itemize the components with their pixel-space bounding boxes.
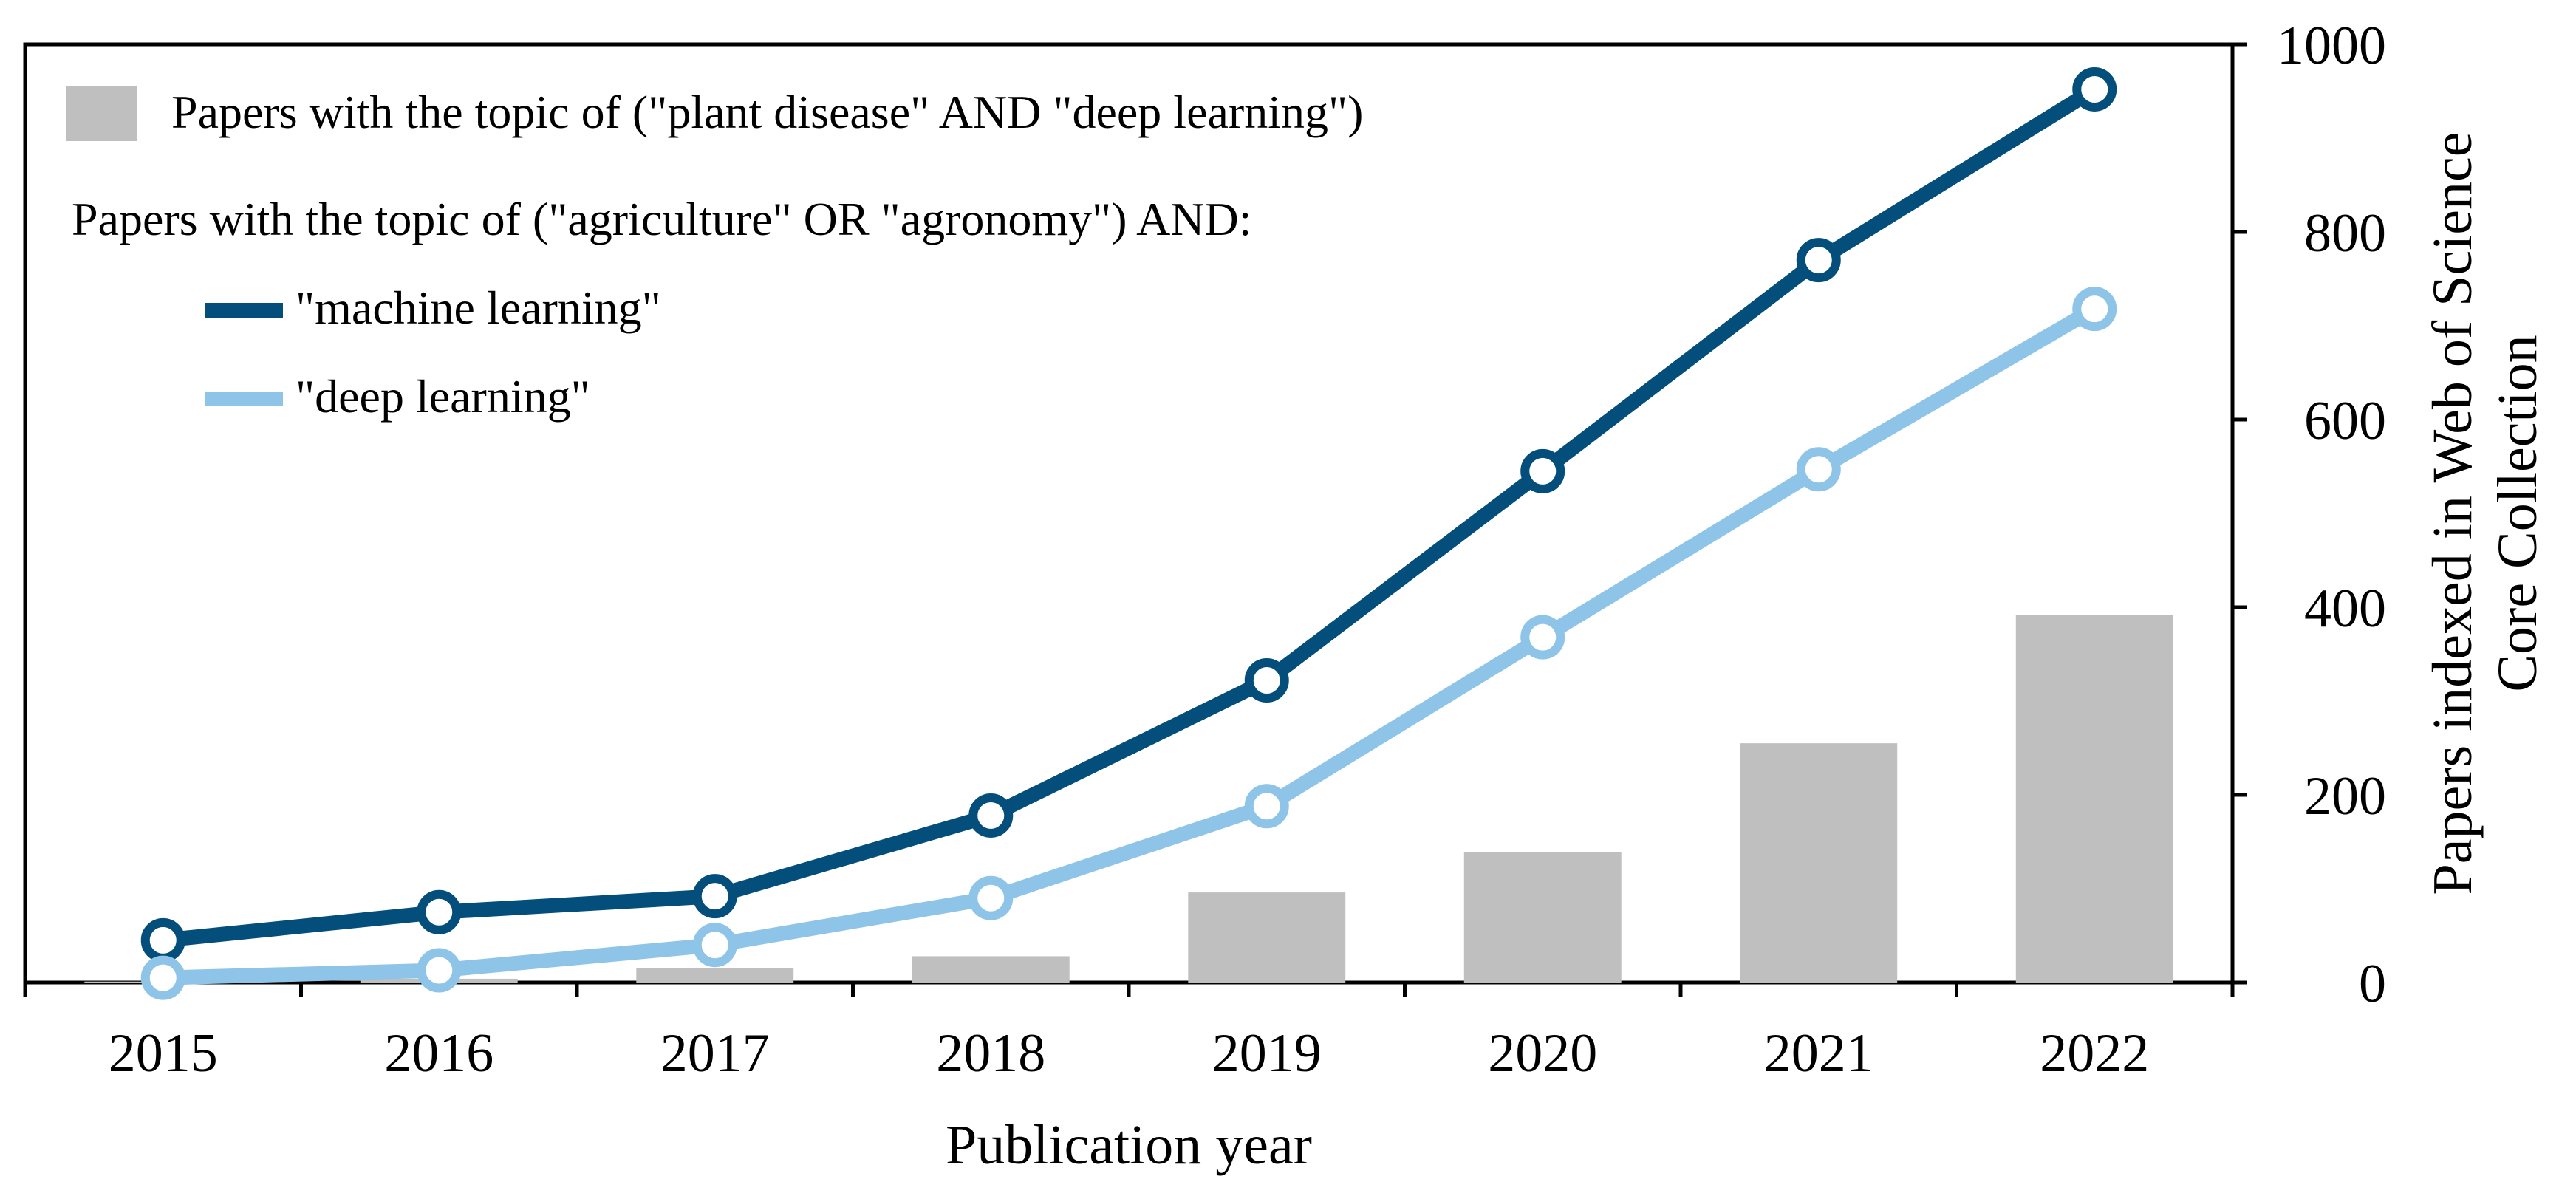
series-1-point-2017 — [692, 923, 737, 968]
legend: Papers with the topic of ("plant disease… — [66, 86, 1363, 423]
bar-2021 — [1740, 743, 1898, 983]
series-1-point-2022 — [2072, 287, 2117, 332]
x-tick-label-2019: 2019 — [1212, 1023, 1322, 1084]
series-1-point-2015 — [140, 955, 185, 1000]
series-line-0 — [155, 82, 2102, 948]
x-tick-label-2020: 2020 — [1488, 1023, 1597, 1084]
series-1-point-2019 — [1244, 784, 1289, 829]
y-axis-title: Papers indexed in Web of Science Core Co… — [2422, 132, 2549, 895]
y-tick-label-800: 800 — [2304, 203, 2386, 264]
y-tick-label-0: 0 — [2359, 954, 2386, 1014]
x-tick-label-2022: 2022 — [2040, 1023, 2149, 1084]
bar-2022 — [2015, 615, 2173, 983]
y-axis: 0 200 400 600 800 1000 — [2232, 16, 2386, 1014]
y-axis-title-line-1: Papers indexed in Web of Science — [2422, 132, 2484, 895]
bar-2017 — [636, 968, 794, 983]
bar-2020 — [1463, 852, 1622, 983]
legend-machine-learning-label: "machine learning" — [295, 281, 661, 334]
series-0-point-2015 — [140, 917, 185, 963]
lines-layer — [140, 66, 2117, 1000]
x-tick-label-2016: 2016 — [384, 1023, 493, 1084]
series-1-point-2018 — [968, 875, 1014, 920]
series-0-point-2020 — [1520, 448, 1565, 493]
series-0-point-2021 — [1796, 238, 1841, 283]
series-0-point-2022 — [2072, 66, 2117, 112]
x-tick-label-2018: 2018 — [936, 1023, 1045, 1084]
plot-frame — [23, 42, 2235, 985]
legend-subtitle: Papers with the topic of ("agriculture" … — [72, 193, 1252, 245]
series-1-point-2021 — [1796, 447, 1841, 492]
bars-layer — [84, 615, 2173, 983]
bar-2019 — [1188, 892, 1346, 983]
series-0-point-2019 — [1244, 658, 1289, 703]
legend-bar-swatch — [66, 86, 137, 141]
series-1-point-2016 — [417, 948, 462, 993]
x-tick-label-2015: 2015 — [109, 1023, 218, 1084]
legend-deep-learning-label: "deep learning" — [295, 370, 590, 423]
series-1-point-2020 — [1520, 615, 1565, 660]
x-tick-label-2021: 2021 — [1764, 1023, 1873, 1084]
x-tick-label-2017: 2017 — [660, 1023, 770, 1084]
bar-2018 — [912, 956, 1070, 983]
y-tick-label-200: 200 — [2304, 766, 2386, 827]
series-0-point-2018 — [968, 793, 1014, 838]
y-tick-label-1000: 1000 — [2277, 16, 2386, 76]
y-tick-label-400: 400 — [2304, 578, 2386, 639]
series-line-1 — [155, 301, 2102, 985]
y-axis-title-line-2: Core Collection — [2487, 335, 2549, 691]
x-axis-title: Publication year — [946, 1114, 1312, 1176]
x-axis: 2015 2016 2017 2018 2019 2020 2021 2022 — [23, 983, 2235, 1084]
legend-bar-label: Papers with the topic of ("plant disease… — [171, 86, 1363, 138]
y-tick-label-600: 600 — [2304, 391, 2386, 451]
series-0-point-2016 — [417, 889, 462, 934]
series-0-point-2017 — [692, 874, 737, 919]
